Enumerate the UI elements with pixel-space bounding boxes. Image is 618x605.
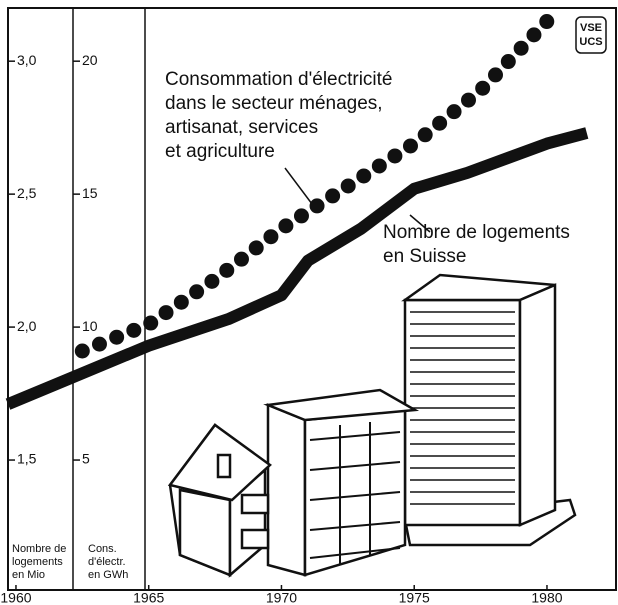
y2-axis-label: en GWh <box>88 569 128 581</box>
logo-text: VSE <box>580 22 602 34</box>
annotation: Consommation d'électricité <box>165 69 393 90</box>
y-axis-label: en Mio <box>12 569 45 581</box>
annotation: et agriculture <box>165 141 275 162</box>
y2-axis-label: Cons. <box>88 543 117 555</box>
x-tick-label: 1960 <box>0 590 31 605</box>
annotation: artisanat, services <box>165 117 318 138</box>
y2-axis-label: d'électr. <box>88 556 126 568</box>
y2-tick-label: 15 <box>82 185 98 201</box>
annotation: Nombre de logements <box>383 222 570 243</box>
y-tick-label: 1,5 <box>17 451 37 467</box>
x-tick-label: 1965 <box>133 590 164 605</box>
annotation: en Suisse <box>383 246 466 267</box>
y-axis-label: logements <box>12 556 63 568</box>
annotation: dans le secteur ménages, <box>165 93 383 114</box>
logo-text: UCS <box>579 36 602 48</box>
y2-tick-label: 5 <box>82 451 90 467</box>
x-tick-label: 1975 <box>399 590 430 605</box>
y2-tick-label: 10 <box>82 318 98 334</box>
y-axis-label: Nombre de <box>12 543 66 555</box>
chart: VSE UCS 1,5 2,0 2,5 3,0 5 10 15 20 1960 1965 1970 1… <box>0 0 618 605</box>
y2-tick-label: 20 <box>82 52 98 68</box>
x-tick-label: 1970 <box>266 590 297 605</box>
y-tick-label: 2,5 <box>17 185 37 201</box>
y-tick-label: 2,0 <box>17 318 37 334</box>
y-tick-label: 3,0 <box>17 52 37 68</box>
logo: VSE UCS <box>576 17 606 53</box>
x-tick-label: 1980 <box>531 590 562 605</box>
